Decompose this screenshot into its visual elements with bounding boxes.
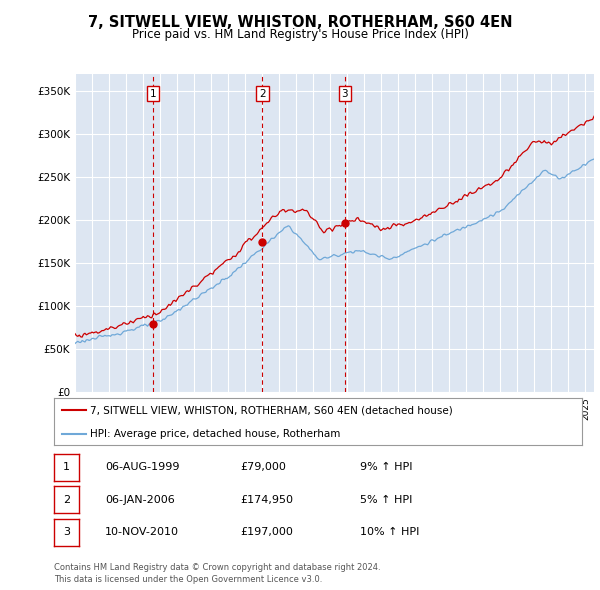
Text: 3: 3	[341, 88, 348, 99]
Text: 1: 1	[150, 88, 157, 99]
Text: 7, SITWELL VIEW, WHISTON, ROTHERHAM, S60 4EN: 7, SITWELL VIEW, WHISTON, ROTHERHAM, S60…	[88, 15, 512, 30]
Text: 9% ↑ HPI: 9% ↑ HPI	[360, 463, 413, 472]
Text: 2: 2	[63, 495, 70, 504]
Text: £174,950: £174,950	[240, 495, 293, 504]
Text: 7, SITWELL VIEW, WHISTON, ROTHERHAM, S60 4EN (detached house): 7, SITWELL VIEW, WHISTON, ROTHERHAM, S60…	[90, 405, 452, 415]
Text: Contains HM Land Registry data © Crown copyright and database right 2024.: Contains HM Land Registry data © Crown c…	[54, 563, 380, 572]
Text: £79,000: £79,000	[240, 463, 286, 472]
Text: 06-JAN-2006: 06-JAN-2006	[105, 495, 175, 504]
Text: 10-NOV-2010: 10-NOV-2010	[105, 527, 179, 537]
Text: 1: 1	[63, 463, 70, 472]
Text: 3: 3	[63, 527, 70, 537]
Text: This data is licensed under the Open Government Licence v3.0.: This data is licensed under the Open Gov…	[54, 575, 322, 584]
Text: 06-AUG-1999: 06-AUG-1999	[105, 463, 179, 472]
Text: 2: 2	[259, 88, 266, 99]
Text: Price paid vs. HM Land Registry's House Price Index (HPI): Price paid vs. HM Land Registry's House …	[131, 28, 469, 41]
Text: £197,000: £197,000	[240, 527, 293, 537]
Text: HPI: Average price, detached house, Rotherham: HPI: Average price, detached house, Roth…	[90, 429, 340, 438]
Text: 5% ↑ HPI: 5% ↑ HPI	[360, 495, 412, 504]
Text: 10% ↑ HPI: 10% ↑ HPI	[360, 527, 419, 537]
